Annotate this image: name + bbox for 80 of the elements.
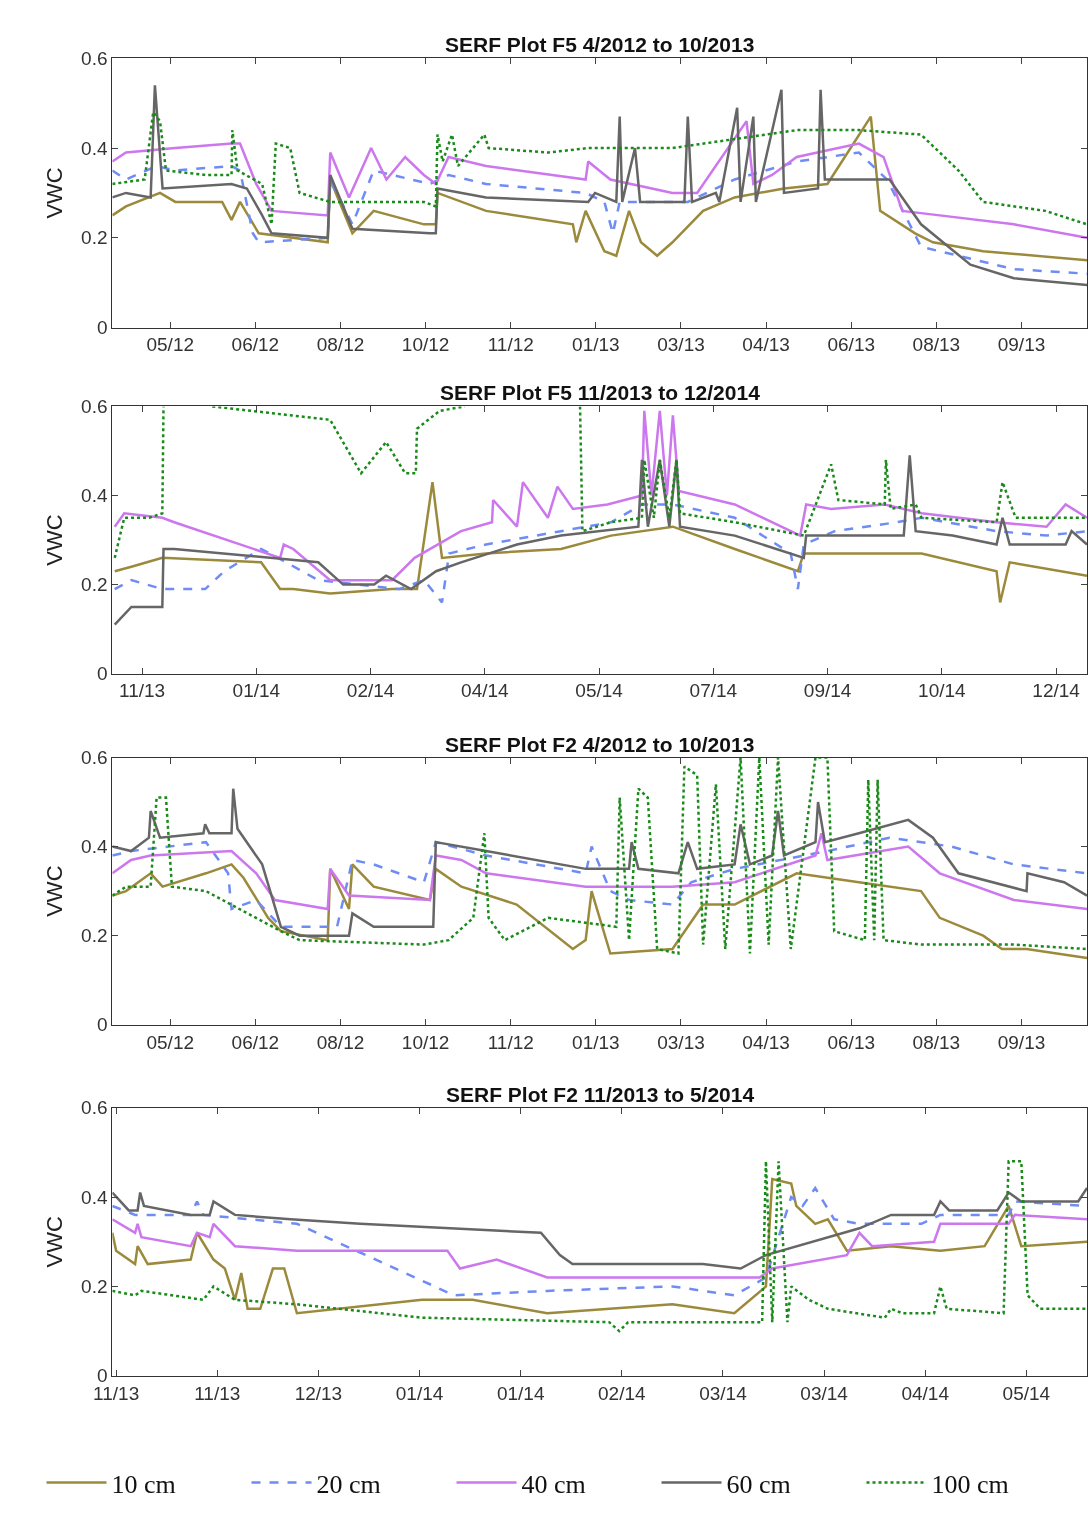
chart-title: SERF Plot F2 11/2013 to 5/2014 — [446, 1083, 755, 1106]
y-tick-label: 0.6 — [81, 47, 108, 69]
y-tick-label: 0.4 — [81, 137, 108, 159]
x-tick-label: 01/13 — [572, 334, 620, 356]
x-tick-label: 10/12 — [401, 334, 450, 356]
y-tick-label: 0.4 — [81, 485, 108, 507]
x-tick-label: 08/12 — [316, 1031, 365, 1053]
x-tick-label: 08/13 — [912, 1031, 961, 1053]
x-tick-label: 02/14 — [346, 680, 395, 702]
x-tick-label: 04/13 — [742, 334, 790, 356]
x-tick-label: 11/13 — [119, 680, 166, 702]
x-tick-label: 05/14 — [1002, 1382, 1051, 1404]
y-tick-label: 0.2 — [81, 227, 108, 249]
chart-title: SERF Plot F2 4/2012 to 10/2013 — [445, 733, 755, 756]
x-tick-label: 12/14 — [1032, 680, 1081, 702]
line-series — [112, 1159, 1088, 1333]
chart-title: SERF Plot F5 4/2012 to 10/2013 — [445, 33, 755, 56]
legend-label: 10 cm — [111, 1469, 176, 1499]
x-tick-label: 06/13 — [827, 1031, 876, 1053]
line-series — [113, 503, 1088, 604]
x-tick-label: 03/14 — [800, 1382, 849, 1404]
x-tick-label: 08/12 — [316, 334, 365, 356]
x-tick-label: 11/12 — [487, 1031, 534, 1053]
y-tick-label: 0.6 — [81, 747, 108, 769]
line-series — [113, 454, 1088, 626]
x-tick-label: 10/12 — [401, 1031, 450, 1053]
legend-label: 60 cm — [726, 1469, 791, 1499]
line-series — [113, 480, 1088, 604]
line-series — [112, 787, 1088, 937]
y-tick-label: 0 — [96, 317, 108, 339]
y-tick-label: 0.4 — [81, 836, 108, 858]
y-axis-title: VWC — [41, 167, 67, 219]
x-tick-label: 06/13 — [827, 334, 876, 356]
chart-title: SERF Plot F5 11/2013 to 12/2014 — [440, 381, 761, 404]
x-tick-label: 02/14 — [598, 1382, 647, 1404]
x-tick-label: 01/14 — [395, 1382, 444, 1404]
x-tick-label: 05/12 — [146, 334, 195, 356]
x-tick-label: 06/12 — [231, 1031, 280, 1053]
x-tick-label: 11/12 — [487, 334, 534, 356]
x-tick-label: 09/13 — [997, 334, 1046, 356]
x-tick-label: 07/14 — [689, 680, 738, 702]
y-axis-title: VWC — [41, 514, 67, 566]
x-tick-label: 05/14 — [575, 680, 624, 702]
y-tick-label: 0.2 — [81, 1276, 108, 1298]
line-series — [112, 757, 1088, 955]
x-tick-label: 01/13 — [572, 1031, 620, 1053]
x-tick-label: 06/12 — [231, 334, 280, 356]
x-tick-label: 03/13 — [657, 334, 705, 356]
y-tick-label: 0 — [96, 663, 108, 685]
x-tick-label: 09/13 — [997, 1031, 1046, 1053]
x-tick-label: 05/12 — [146, 1031, 195, 1053]
line-series — [112, 1186, 1088, 1270]
x-tick-label: 04/14 — [901, 1382, 950, 1404]
x-tick-label: 03/13 — [657, 1031, 705, 1053]
x-tick-label: 08/13 — [912, 334, 961, 356]
x-tick-label: 09/14 — [803, 680, 852, 702]
x-tick-label: 10/14 — [918, 680, 967, 702]
x-tick-label: 11/13 — [194, 1382, 241, 1404]
x-tick-label: 01/14 — [496, 1382, 545, 1404]
line-series — [112, 83, 1088, 287]
y-tick-label: 0 — [96, 1014, 108, 1036]
y-tick-label: 0.2 — [81, 925, 108, 947]
y-tick-label: 0.6 — [81, 396, 108, 418]
x-tick-label: 04/13 — [742, 1031, 790, 1053]
x-tick-label: 03/14 — [699, 1382, 748, 1404]
legend-label: 100 cm — [931, 1469, 1009, 1499]
y-axis-title: VWC — [41, 865, 67, 917]
x-tick-label: 12/13 — [294, 1382, 343, 1404]
y-tick-label: 0.2 — [81, 574, 108, 596]
x-tick-label: 01/14 — [232, 680, 281, 702]
legend-label: 40 cm — [521, 1469, 586, 1499]
y-tick-label: 0.6 — [81, 1097, 108, 1119]
x-tick-label: 04/14 — [461, 680, 510, 702]
legend-label: 20 cm — [316, 1469, 381, 1499]
line-series — [112, 110, 1088, 226]
line-series — [112, 1177, 1088, 1315]
line-series — [112, 1213, 1088, 1279]
y-axis-title: VWC — [41, 1215, 67, 1268]
y-tick-label: 0.4 — [81, 1186, 108, 1208]
line-series — [112, 831, 1088, 911]
